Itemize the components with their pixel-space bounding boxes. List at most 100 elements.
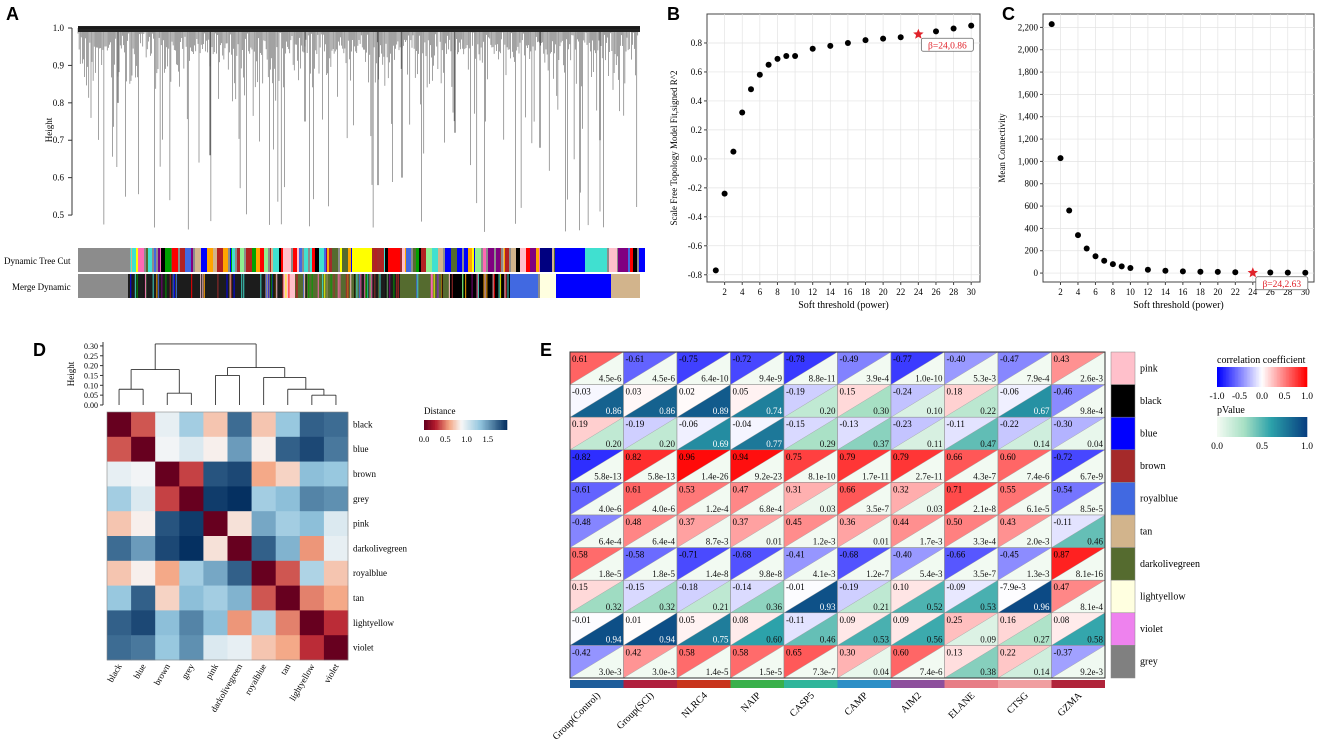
a-cut-segment — [252, 248, 256, 272]
a-cut-segment — [348, 248, 351, 272]
e-pval-value: 1.3e-3 — [1027, 569, 1050, 579]
e-pval-value: 0.56 — [927, 634, 943, 644]
e-pval-value: 6.1e-5 — [1027, 504, 1050, 514]
e-legend-p-swatch — [1244, 417, 1246, 437]
d-legend-tick: 1.0 — [461, 434, 472, 444]
panel-letter-a: A — [6, 4, 19, 24]
e-cor-value: -0.54 — [1054, 484, 1073, 494]
d-legend-swatch — [476, 420, 479, 430]
a-merge-segment — [389, 274, 391, 298]
a-cut-segment — [148, 248, 152, 272]
e-frame — [569, 351, 1106, 679]
e-legend-cor-swatch — [1281, 367, 1284, 387]
d-col-label: pink — [204, 662, 221, 681]
e-cell-diagonal — [944, 482, 999, 516]
d-heatmap-cell — [179, 511, 204, 537]
highlight-label-box — [1255, 276, 1309, 291]
e-pval-value: 3.5e-7 — [973, 569, 996, 579]
a-cut-block — [388, 248, 400, 272]
panel-d-distance-heatmap: black blue brown grey pink darkolivegreen roya… — [66, 342, 508, 714]
panel-letter-e: E — [540, 340, 552, 360]
d-dendro-y-label: Height — [66, 361, 76, 386]
d-legend-swatch — [490, 420, 493, 430]
e-legend-cor-title: correlation coefficient — [1217, 355, 1306, 366]
e-pval-value: 0.94 — [606, 634, 622, 644]
e-pval-value: 0.96 — [1034, 602, 1050, 612]
a-merge-segment — [226, 274, 228, 298]
e-cor-value: 0.37 — [733, 517, 749, 527]
data-point — [1083, 245, 1090, 252]
e-legend-cor-swatch — [1242, 367, 1245, 387]
e-pval-value: 0.77 — [766, 439, 782, 449]
data-point — [1109, 261, 1116, 268]
d-heatmap-cell — [203, 412, 228, 438]
d-heatmap-cell — [251, 436, 276, 462]
e-cor-value: 0.10 — [893, 582, 909, 592]
e-cell-diagonal — [676, 449, 731, 483]
e-pval-value: 1.2e-7 — [866, 569, 889, 579]
a-dendrogram-top — [78, 26, 640, 32]
e-pval-value: 6.4e-4 — [652, 537, 675, 547]
a-cut-segment — [161, 248, 165, 272]
d-dendro-tick-label: 0.00 — [84, 401, 98, 410]
e-legend-p-title: pValue — [1217, 405, 1245, 416]
e-legend-cor-swatch — [1245, 367, 1248, 387]
a-merge-segment — [441, 274, 443, 298]
a-cut-segment — [273, 248, 279, 272]
d-heatmap-cell — [131, 560, 156, 586]
e-legend-p-tick: 1.0 — [1301, 442, 1313, 452]
d-heatmap-cell — [179, 585, 204, 611]
e-cell-diagonal — [890, 580, 945, 613]
e-cor-value: 0.03 — [626, 387, 642, 397]
e-legend-p-swatch — [1218, 417, 1221, 437]
e-pval-value: 2.6e-3 — [1080, 374, 1103, 384]
x-axis-label: Soft threshold (power) — [1133, 300, 1224, 311]
a-cut-segment — [315, 248, 319, 272]
a-cut-segment — [217, 248, 223, 272]
a-strip-label-dynamic: Dynamic Tree Cut — [4, 256, 71, 266]
d-dendro-tick-label: 0.15 — [84, 371, 98, 380]
e-pval-value: 3.0e-3 — [599, 667, 622, 677]
a-cut-segment — [419, 248, 421, 272]
e-col-color — [1051, 680, 1105, 688]
e-cell-diagonal — [569, 384, 624, 418]
data-point — [1214, 268, 1221, 275]
e-legend-cor-swatch — [1304, 367, 1306, 387]
d-heatmap-cell — [251, 585, 276, 611]
e-legend-cor-swatch — [1218, 367, 1221, 387]
e-cor-value: -0.68 — [840, 550, 859, 560]
a-merge-segment — [417, 274, 419, 298]
e-cor-value: -0.46 — [1054, 387, 1073, 397]
d-heatmap-cell — [299, 412, 325, 438]
e-pval-value: 1.7e-3 — [920, 537, 943, 547]
a-merge-segment — [241, 274, 243, 298]
d-heatmap-cell — [107, 560, 132, 586]
e-cor-value: 0.71 — [947, 484, 963, 494]
e-legend-cor-swatch — [1302, 367, 1305, 387]
e-col-color — [891, 680, 945, 688]
x-tick-label: 20 — [879, 287, 889, 297]
data-point — [897, 34, 904, 41]
e-col-label: Group(Control) — [551, 690, 603, 742]
data-point — [748, 86, 754, 93]
e-pval-value: 7.3e-7 — [813, 667, 836, 677]
a-merge-segment — [271, 274, 273, 298]
a-merge-block — [540, 274, 556, 298]
d-legend-swatch — [486, 420, 488, 430]
e-legend-p-swatch — [1278, 417, 1281, 437]
data-point — [1179, 268, 1186, 275]
a-cut-segment — [445, 248, 451, 272]
e-row-color — [1110, 384, 1136, 418]
a-merge-segment — [356, 274, 358, 298]
e-pval-value: 4.1e-3 — [813, 569, 836, 579]
e-cor-value: -0.40 — [893, 550, 912, 560]
x-tick-label: 4 — [1076, 287, 1081, 297]
a-merge-segment — [504, 274, 506, 298]
a-y-tick-label: 0.5 — [53, 210, 65, 220]
e-cor-value: -0.04 — [733, 419, 752, 429]
e-pval-value: 0.21 — [873, 602, 889, 612]
a-merge-segment — [337, 274, 339, 298]
e-cor-value: -0.06 — [679, 419, 698, 429]
d-legend-swatch — [475, 420, 477, 430]
e-cell-diagonal — [890, 384, 945, 418]
